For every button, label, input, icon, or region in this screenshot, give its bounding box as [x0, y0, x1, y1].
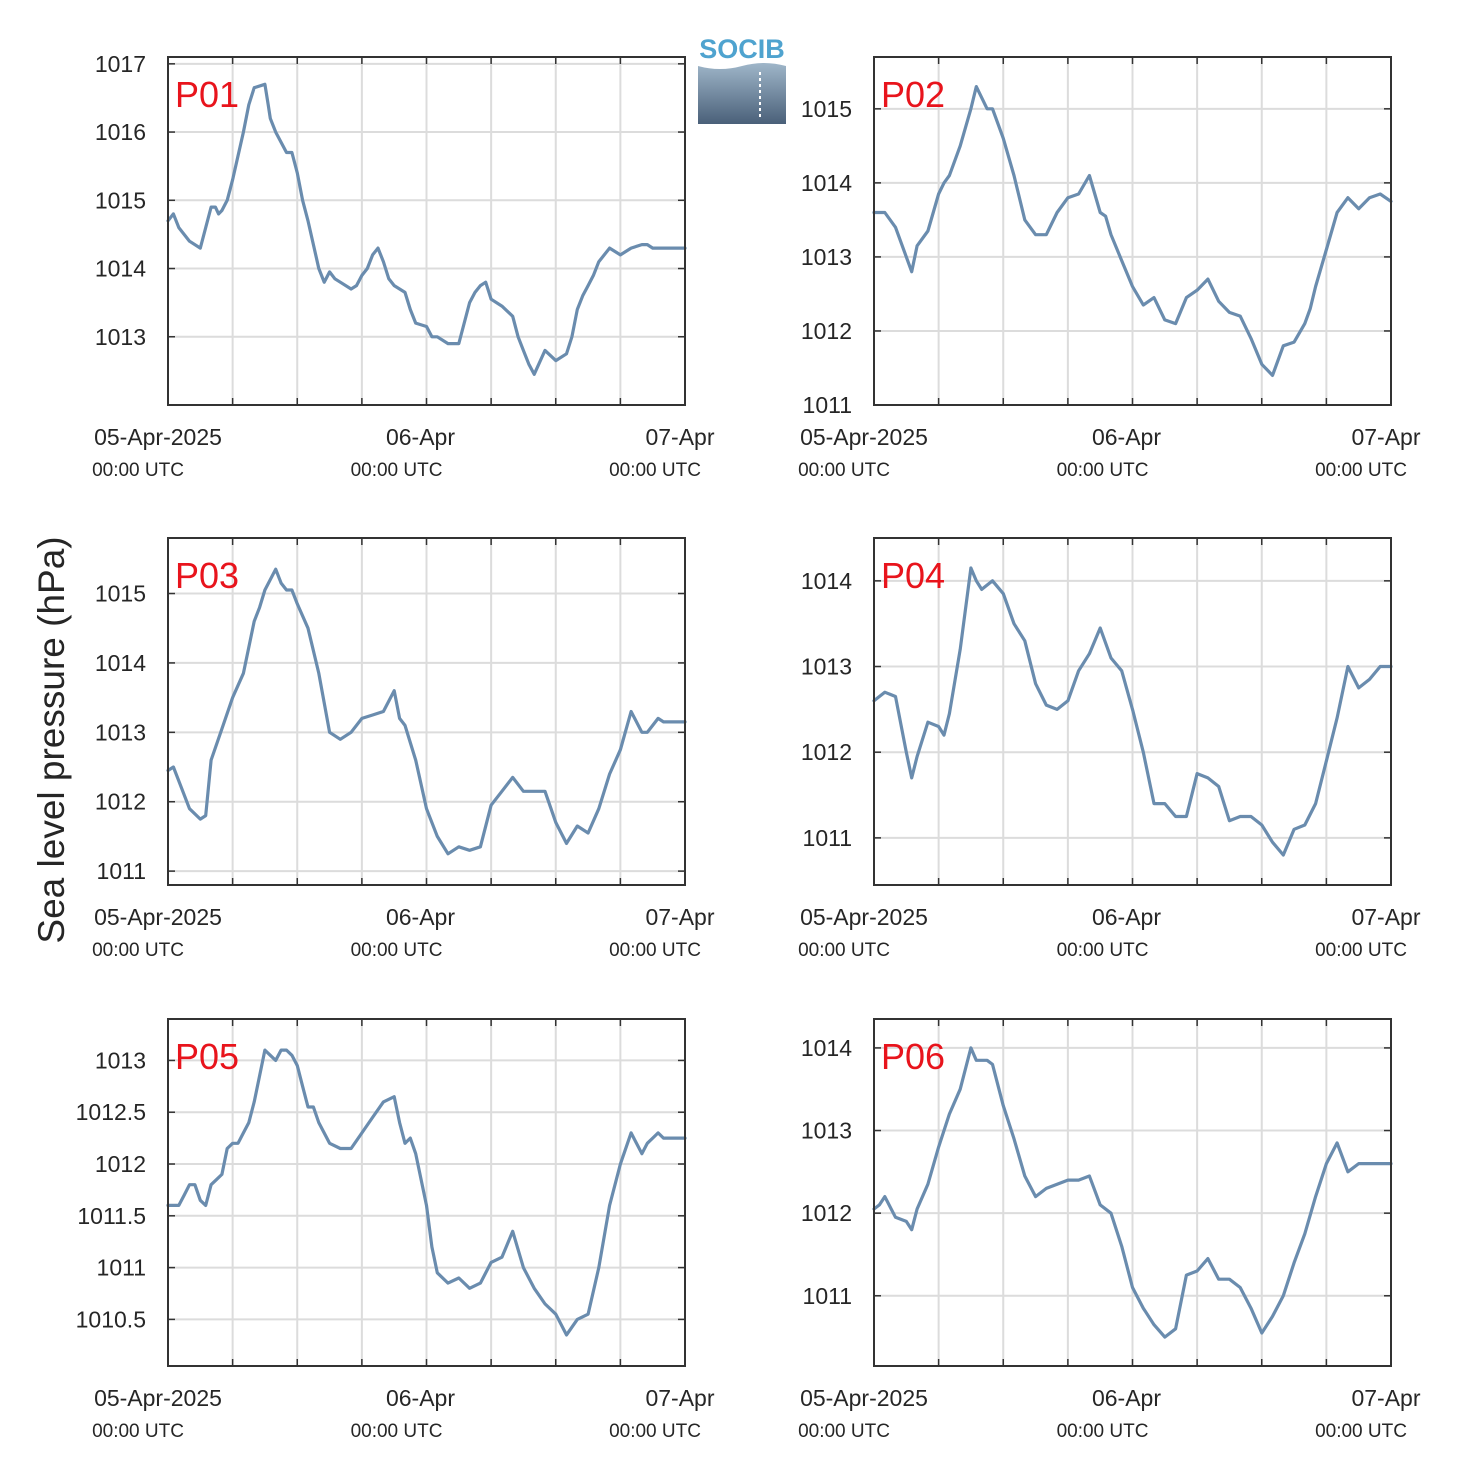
chart-panel-2: 1011 1012 1013 1014 1015 P02 05-Apr-2025 00:00 … [798, 56, 1421, 481]
x-time-label: 00:00 UTC [609, 940, 701, 961]
y-tick-label: 1011.5 [77, 1203, 146, 1229]
x-time-label: 00:00 UTC [798, 940, 890, 961]
plot-frame [873, 56, 1392, 406]
y-tick-label: 1012 [95, 789, 146, 815]
y-tick-label: 1011 [97, 1255, 146, 1281]
series-line [872, 84, 1393, 377]
y-tick-label: 1015 [95, 187, 146, 213]
y-tick-label: 1011 [803, 1283, 852, 1309]
series-line [166, 1048, 687, 1337]
x-date-label: 05-Apr-2025 [800, 904, 928, 930]
y-tick-label: 1015 [801, 96, 852, 122]
x-time-label: 00:00 UTC [351, 940, 443, 961]
y-tick-label: 1012 [801, 318, 852, 344]
x-date-label: 07-Apr [645, 1385, 714, 1411]
plot-frame [873, 1018, 1392, 1367]
y-tick-label: 1013 [801, 1118, 852, 1144]
x-date-label: 07-Apr [1351, 904, 1420, 930]
series-line [166, 567, 687, 856]
x-time-label: 00:00 UTC [798, 460, 890, 481]
panel-label: P03 [175, 555, 239, 596]
x-time-label: 00:00 UTC [351, 1421, 443, 1442]
panel-label: P04 [881, 555, 945, 596]
x-time-label: 00:00 UTC [609, 460, 701, 481]
x-date-label: 07-Apr [1351, 1385, 1420, 1411]
y-tick-label: 1016 [95, 119, 146, 145]
y-tick-label: 1010.5 [76, 1306, 146, 1332]
x-time-label: 00:00 UTC [1057, 460, 1149, 481]
x-time-label: 00:00 UTC [92, 1421, 184, 1442]
y-tick-label: 1012.5 [76, 1099, 146, 1125]
chart-panel-4: 1011 1012 1013 1014 P04 05-Apr-2025 00:00 UTC 0… [798, 537, 1421, 961]
x-date-label: 05-Apr-2025 [94, 424, 222, 450]
socib-logo-text: SOCIB [699, 34, 785, 64]
x-time-label: 00:00 UTC [92, 940, 184, 961]
y-tick-label: 1014 [801, 1035, 852, 1061]
x-time-label: 00:00 UTC [1315, 940, 1407, 961]
y-tick-label: 1014 [801, 170, 852, 196]
chart-panel-1: 1013 1014 1015 1016 1017 P01 05-Apr-2025 00:00 … [92, 51, 715, 481]
plot-frame [873, 537, 1392, 886]
x-date-label: 07-Apr [1351, 424, 1420, 450]
x-date-label: 06-Apr [1092, 1385, 1161, 1411]
y-tick-label: 1013 [801, 654, 852, 680]
y-tick-label: 1011 [97, 858, 146, 884]
series-line [872, 566, 1393, 857]
x-time-label: 00:00 UTC [92, 460, 184, 481]
y-tick-label: 1011 [803, 392, 852, 418]
y-axis-label: Sea level pressure (hPa) [31, 536, 72, 943]
x-date-label: 06-Apr [386, 1385, 455, 1411]
y-tick-label: 1012 [801, 739, 852, 765]
chart-panel-5: 1010.5 1011 1011.5 1012 1012.5 1013 P05 05-Apr-… [76, 1018, 715, 1442]
y-tick-label: 1013 [95, 719, 146, 745]
x-time-label: 00:00 UTC [798, 1421, 890, 1442]
x-time-label: 00:00 UTC [1057, 1421, 1149, 1442]
x-time-label: 00:00 UTC [351, 460, 443, 481]
y-tick-label: 1013 [95, 1047, 146, 1073]
y-tick-label: 1012 [95, 1151, 146, 1177]
x-time-label: 00:00 UTC [1315, 1421, 1407, 1442]
y-tick-label: 1014 [95, 650, 146, 676]
x-time-label: 00:00 UTC [1057, 940, 1149, 961]
panel-label: P02 [881, 74, 945, 115]
y-tick-label: 1014 [801, 568, 852, 594]
panel-label: P05 [175, 1036, 239, 1077]
x-date-label: 05-Apr-2025 [800, 424, 928, 450]
plot-frame [167, 56, 686, 406]
x-date-label: 05-Apr-2025 [94, 904, 222, 930]
x-date-label: 06-Apr [386, 904, 455, 930]
x-date-label: 06-Apr [1092, 904, 1161, 930]
x-date-label: 06-Apr [1092, 424, 1161, 450]
y-tick-label: 1017 [95, 51, 146, 77]
y-tick-label: 1012 [801, 1200, 852, 1226]
x-time-label: 00:00 UTC [609, 1421, 701, 1442]
plot-frame [167, 1018, 686, 1367]
x-date-label: 07-Apr [645, 904, 714, 930]
panel-label: P06 [881, 1036, 945, 1077]
y-tick-label: 1013 [801, 244, 852, 270]
x-time-label: 00:00 UTC [1315, 460, 1407, 481]
series-line [872, 1046, 1393, 1339]
y-tick-label: 1014 [95, 256, 146, 282]
y-tick-label: 1015 [95, 581, 146, 607]
chart-panel-6: 1011 1012 1013 1014 P06 05-Apr-2025 00:00 UTC 0… [798, 1018, 1421, 1442]
series-line [166, 82, 687, 376]
y-tick-label: 1013 [95, 324, 146, 350]
y-tick-label: 1011 [803, 825, 852, 851]
panel-label: P01 [175, 74, 239, 115]
x-date-label: 06-Apr [386, 424, 455, 450]
x-date-label: 07-Apr [645, 424, 714, 450]
x-date-label: 05-Apr-2025 [800, 1385, 928, 1411]
chart-panel-3: 1011 1012 1013 1014 1015 P03 05-Apr-2025 00:00 … [92, 537, 715, 961]
plot-frame [167, 537, 686, 886]
socib-logo: SOCIB [698, 34, 786, 124]
x-date-label: 05-Apr-2025 [94, 1385, 222, 1411]
